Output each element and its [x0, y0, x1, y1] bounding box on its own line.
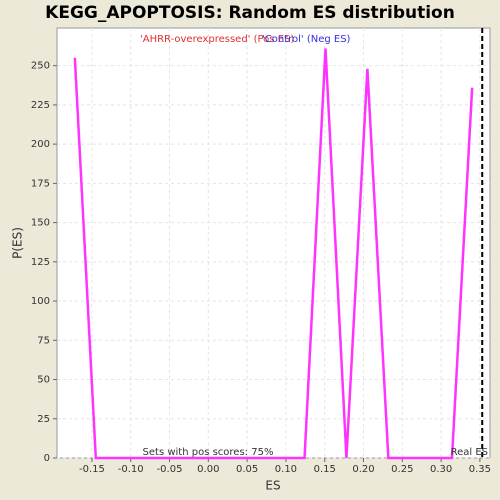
legend-label: 'AHRR-overexpressed' (Pos ES) — [140, 34, 294, 45]
es-line — [73, 48, 474, 460]
x-tick-label: -0.10 — [118, 464, 144, 475]
real-es-label: Real ES — [451, 447, 488, 458]
plot-area — [56, 27, 491, 459]
y-axis-label: P(ES) — [11, 227, 25, 259]
y-tick-label: 0 — [44, 453, 50, 464]
x-tick-label: 0.30 — [430, 464, 452, 475]
x-tick-label: 0.25 — [391, 464, 413, 475]
y-tick-label: 200 — [31, 139, 50, 150]
y-tick-label: 125 — [31, 257, 50, 268]
y-tick-label: 150 — [31, 218, 50, 229]
y-tick-label: 250 — [31, 61, 50, 72]
x-tick-label: -0.15 — [79, 464, 105, 475]
x-axis-label: ES — [265, 479, 280, 493]
legend-label: 'Control' (Neg ES) — [262, 34, 351, 45]
x-tick-label: 0.35 — [469, 464, 491, 475]
chart-title: KEGG_APOPTOSIS: Random ES distribution — [45, 3, 455, 23]
y-tick-label: 225 — [31, 100, 50, 111]
x-tick-label: 0.10 — [275, 464, 297, 475]
y-tick-label: 25 — [37, 414, 50, 425]
y-tick-label: 175 — [31, 178, 50, 189]
y-tick-label: 50 — [37, 375, 50, 386]
x-tick-label: -0.05 — [157, 464, 183, 475]
x-tick-label: 0.15 — [314, 464, 336, 475]
x-tick-label: 0.05 — [236, 464, 258, 475]
x-tick-label: 0.20 — [352, 464, 374, 475]
annotation: Sets with pos scores: 75% — [143, 447, 274, 458]
y-tick-label: 75 — [37, 335, 50, 346]
x-tick-label: 0.00 — [197, 464, 219, 475]
y-tick-label: 100 — [31, 296, 50, 307]
